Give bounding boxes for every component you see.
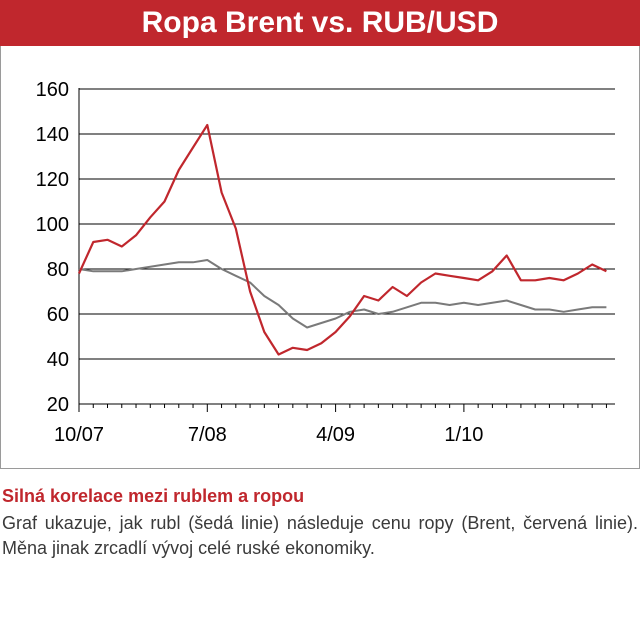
caption-heading: Silná korelace mezi rublem a ropou xyxy=(2,486,305,506)
chart-title: Ropa Brent vs. RUB/USD xyxy=(141,6,499,39)
chart-area: 20 40 60 80 100 120 140 160 10/07 7/08 4/09 1/10 xyxy=(0,46,640,469)
y-tick-label: 40 xyxy=(47,349,69,371)
y-tick-label: 120 xyxy=(36,169,69,191)
x-tick-label: 7/08 xyxy=(188,424,227,446)
x-tick-label: 4/09 xyxy=(316,424,355,446)
chart-title-bar: Ropa Brent vs. RUB/USD xyxy=(0,0,640,46)
y-tick-label: 80 xyxy=(47,259,69,281)
y-tick-label: 60 xyxy=(47,304,69,326)
y-tick-label: 140 xyxy=(36,124,69,146)
x-tick-label: 1/10 xyxy=(444,424,483,446)
line-chart: 20 40 60 80 100 120 140 160 10/07 7/08 4/09 1/10 xyxy=(36,79,615,446)
series-line-rub-usd xyxy=(78,259,607,329)
y-tick-label: 20 xyxy=(47,394,69,416)
y-tick-label: 100 xyxy=(36,214,69,236)
caption-body: Graf ukazuje, jak rubl (šedá linie) násl… xyxy=(2,513,638,558)
x-tick-label: 10/07 xyxy=(54,424,104,446)
caption: Silná korelace mezi rublem a ropou Graf … xyxy=(0,486,640,561)
series-line-brent xyxy=(77,123,607,356)
y-tick-label: 160 xyxy=(36,79,69,101)
